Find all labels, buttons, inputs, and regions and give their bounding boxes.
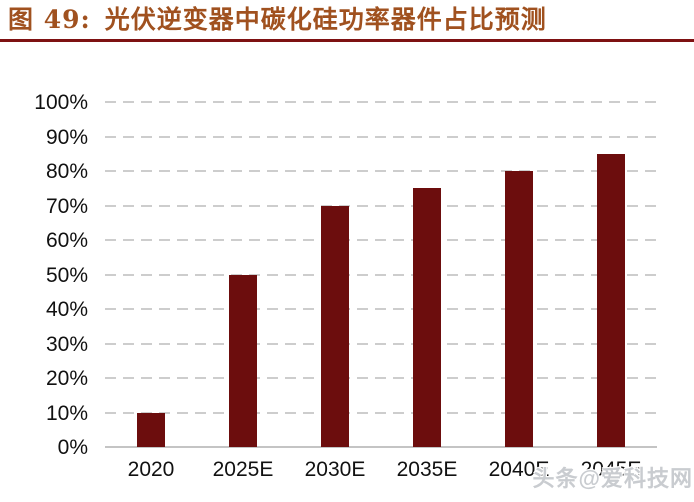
chart-bar-2035e — [413, 188, 441, 447]
gridline — [105, 170, 657, 172]
chart-bar-2045e — [597, 153, 625, 447]
figure-number-label: 图 49: — [8, 5, 91, 34]
gridline — [105, 204, 657, 207]
y-axis-tick-label: 10% — [45, 401, 88, 425]
title-divider-rule — [0, 39, 694, 42]
y-axis-tick-label: 100% — [34, 91, 88, 114]
y-axis-tick-label: 80% — [45, 160, 88, 183]
gridline — [105, 101, 657, 103]
gridline — [105, 377, 657, 379]
chart-bar-2040e — [505, 171, 533, 447]
gridline — [105, 342, 657, 345]
y-axis-tick-label: 50% — [45, 263, 88, 287]
chart-bar-2020 — [137, 412, 165, 447]
y-axis-tick-label: 0% — [57, 436, 88, 459]
y-axis-tick-label: 90% — [45, 125, 88, 149]
x-axis-tick-label: 2025E — [212, 458, 274, 481]
watermark: 头条@爱科技网 — [532, 466, 693, 491]
x-axis-line — [105, 446, 657, 448]
y-axis-tick-label: 60% — [45, 229, 88, 252]
gridline — [105, 308, 657, 310]
gridline — [105, 239, 657, 241]
gridline — [105, 135, 657, 138]
x-axis-tick-label: 2040E — [488, 458, 550, 481]
figure-title-text: 光伏逆变器中碳化硅功率器件占比预测 — [104, 5, 547, 34]
chart-bar-2030e — [321, 205, 349, 447]
gridline — [105, 273, 657, 276]
x-axis-tick-label: 2045E — [580, 458, 642, 481]
chart-bar-2025e — [229, 274, 257, 447]
gridline — [105, 411, 657, 414]
y-axis-tick-label: 20% — [45, 367, 88, 390]
x-axis-tick-label: 2035E — [396, 458, 458, 481]
y-axis-tick-label: 40% — [45, 298, 88, 321]
figure-title: 图 49: 光伏逆变器中碳化硅功率器件占比预测 — [8, 3, 688, 37]
x-axis-tick-label: 2030E — [304, 458, 366, 481]
y-axis-tick-label: 30% — [45, 332, 88, 356]
x-axis-tick-label: 2020 — [127, 458, 175, 481]
y-axis-tick-label: 70% — [45, 194, 88, 218]
